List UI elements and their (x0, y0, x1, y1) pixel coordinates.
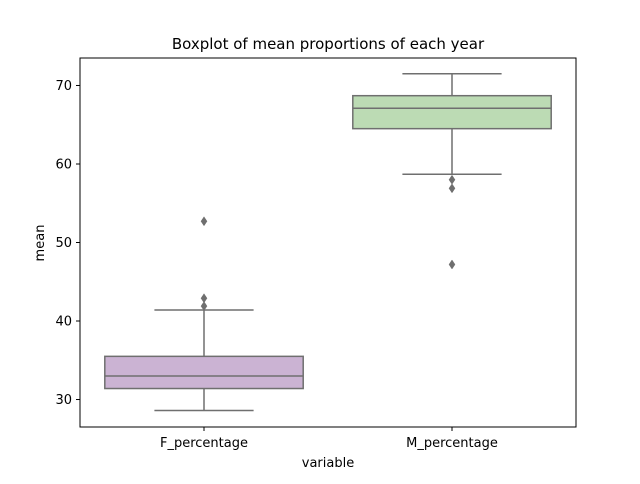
plot-frame (79, 57, 577, 428)
x-tick-label: F_percentage (160, 436, 248, 451)
plot-area: 30 40 50 60 70 F_percentage M_percentage (55, 72, 552, 451)
x-axis-label: variable (302, 456, 354, 471)
y-axis-label: mean (33, 225, 48, 262)
outlier-point (448, 259, 456, 270)
box-iqr (104, 355, 304, 390)
y-tick-label: 50 (55, 236, 72, 251)
y-tick-label: 40 (55, 315, 72, 330)
outlier-point (200, 301, 208, 312)
outlier-point (200, 216, 208, 227)
outlier-point (200, 293, 208, 304)
y-tick-label: 70 (55, 79, 72, 94)
y-tick-label: 60 (55, 157, 72, 172)
box-iqr (352, 94, 552, 130)
outlier-point (448, 183, 456, 194)
chart-title: Boxplot of mean proportions of each year (172, 35, 485, 53)
x-tick-label: M_percentage (406, 436, 498, 451)
y-tick-label: 30 (55, 393, 72, 408)
